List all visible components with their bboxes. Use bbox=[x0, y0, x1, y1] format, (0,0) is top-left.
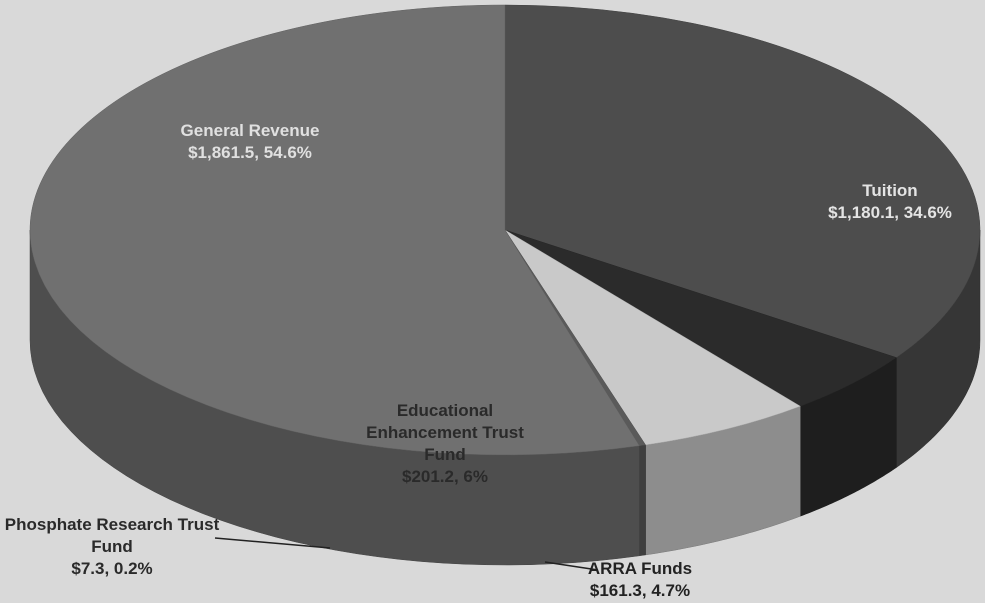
slice-value: $1,861.5, 54.6% bbox=[188, 143, 312, 162]
slice-label: Educational Enhancement Trust Fund $201.2… bbox=[365, 400, 525, 488]
slice-label: ARRA Funds $161.3, 4.7% bbox=[560, 558, 720, 602]
slice-name: General Revenue bbox=[180, 121, 320, 140]
slice bbox=[504, 229, 801, 446]
slice-name: Tuition bbox=[862, 181, 918, 200]
leader-line bbox=[214, 537, 331, 549]
slice-name: ARRA Funds bbox=[587, 559, 693, 578]
slice-name: Educational Enhancement Trust Fund bbox=[366, 401, 524, 464]
slice-side bbox=[639, 444, 646, 557]
leader-line bbox=[544, 561, 599, 571]
slice-value: $161.3, 4.7% bbox=[589, 581, 691, 600]
slice-value: $1,180.1, 34.6% bbox=[828, 203, 952, 222]
slice bbox=[504, 4, 981, 358]
slice-label: Phosphate Research Trust Fund $7.3, 0.2% bbox=[0, 514, 227, 580]
slice bbox=[29, 4, 640, 456]
slice-label: General Revenue $1,861.5, 54.6% bbox=[140, 120, 360, 164]
slice-label: Tuition $1,180.1, 34.6% bbox=[805, 180, 975, 224]
slice-name: Phosphate Research Trust Fund bbox=[4, 515, 220, 556]
slice-value: $201.2, 6% bbox=[401, 467, 488, 486]
slice-value: $7.3, 0.2% bbox=[71, 559, 153, 578]
